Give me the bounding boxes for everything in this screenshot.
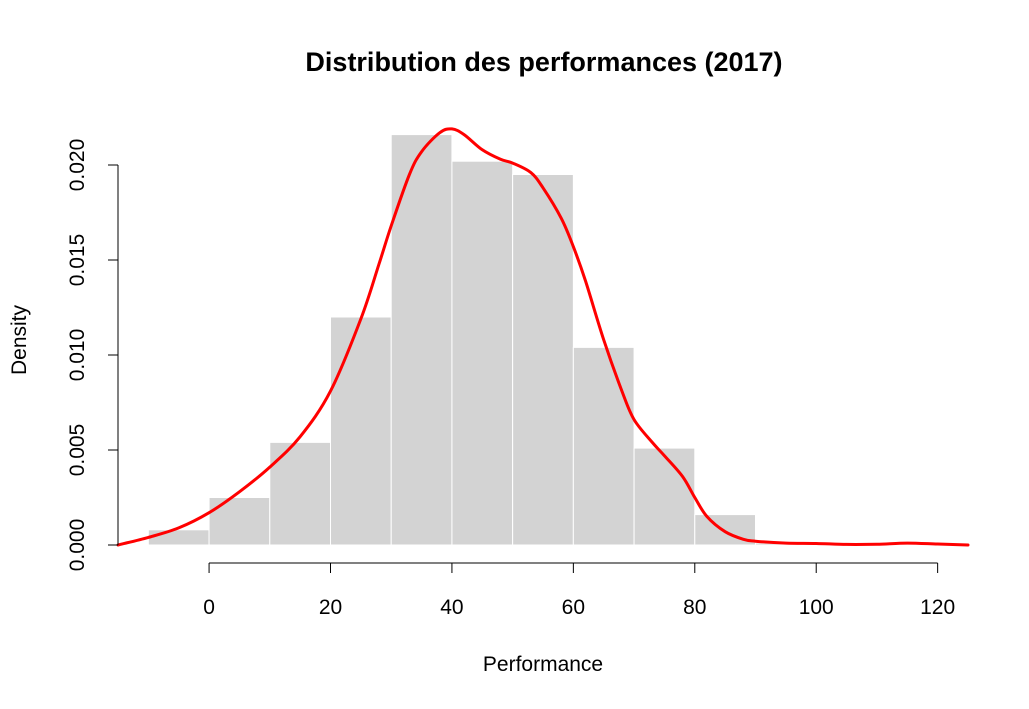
histogram-bar: [633, 447, 696, 546]
x-tick-label: 40: [440, 596, 463, 619]
density-curve: [116, 127, 970, 547]
x-axis-label: Performance: [483, 653, 603, 676]
x-tick-label: 80: [683, 596, 706, 619]
histogram-bars: [147, 134, 939, 546]
x-axis: 0 20 40 60 80 100 120: [203, 562, 955, 619]
histogram-bar: [451, 160, 514, 546]
y-tick-label: 0.020: [66, 139, 89, 192]
x-tick-label: 120: [920, 596, 955, 619]
chart-title: Distribution des performances (2017): [305, 47, 782, 77]
histogram-bar: [330, 316, 392, 546]
histogram-bar: [572, 346, 635, 546]
y-tick-label: 0.000: [66, 519, 89, 572]
y-tick-label: 0.005: [66, 424, 89, 477]
y-tick-label: 0.010: [66, 329, 89, 382]
y-axis-label: Density: [8, 304, 31, 375]
histogram-bar: [208, 497, 271, 546]
x-tick-label: 100: [799, 596, 834, 619]
y-axis: 0.000 0.005 0.010 0.015 0.020: [66, 139, 119, 572]
histogram-bar: [390, 134, 453, 546]
x-tick-label: 60: [562, 596, 585, 619]
x-tick-label: 20: [319, 596, 342, 619]
x-tick-label: 0: [203, 596, 215, 619]
y-tick-label: 0.015: [66, 234, 89, 287]
histogram-bar: [147, 529, 210, 546]
histogram-bar: [512, 174, 574, 546]
